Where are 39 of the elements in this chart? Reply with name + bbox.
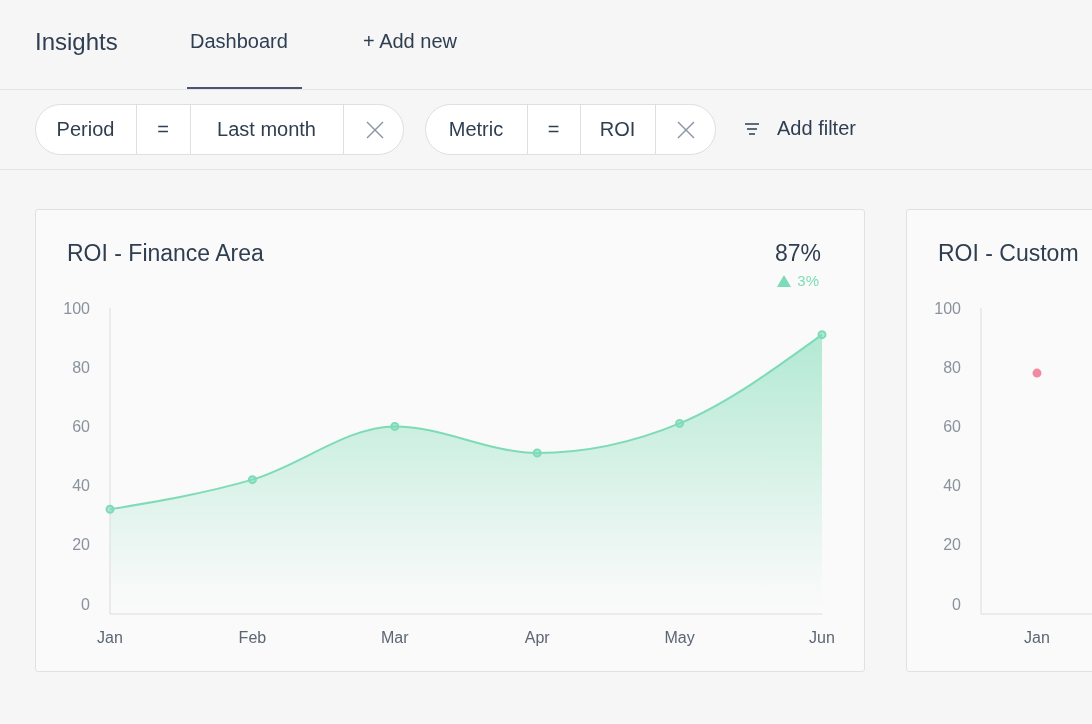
x-tick-label: Jan bbox=[97, 629, 123, 647]
point bbox=[675, 418, 685, 428]
point bbox=[247, 475, 257, 485]
text: Metric bbox=[447, 117, 505, 142]
text: Dashboard bbox=[190, 30, 288, 53]
text: Insights bbox=[35, 28, 118, 56]
point bbox=[390, 421, 400, 431]
point bbox=[817, 330, 827, 340]
y-tick-label: 20 bbox=[72, 536, 91, 554]
text: ROI bbox=[598, 117, 637, 142]
x-tick-label: Jun bbox=[809, 629, 835, 647]
text: Period bbox=[55, 117, 116, 142]
y-tick-label: 80 bbox=[72, 358, 91, 376]
x-tick-label: Apr bbox=[524, 629, 551, 647]
y-tick-label: 0 bbox=[81, 595, 91, 613]
text: + Add new bbox=[363, 30, 457, 53]
y-tick-label: 40 bbox=[72, 477, 91, 495]
x-tick-label: Jan bbox=[1024, 629, 1050, 647]
point bbox=[105, 504, 115, 514]
y-tick-label: 0 bbox=[952, 595, 962, 613]
text: 87% bbox=[774, 240, 821, 267]
text: Add filter bbox=[777, 117, 856, 140]
y-tick-label: 20 bbox=[943, 536, 962, 554]
x-tick-label: May bbox=[664, 629, 695, 647]
text: = bbox=[546, 117, 561, 142]
y-tick-label: 80 bbox=[943, 358, 962, 376]
y-tick-label: 60 bbox=[72, 418, 91, 436]
y-tick-label: 100 bbox=[934, 299, 962, 317]
text: Last month bbox=[216, 117, 317, 142]
text: = bbox=[156, 117, 170, 142]
chart-title: ROI - Custom bbox=[938, 240, 1079, 267]
y-tick-label: 60 bbox=[943, 418, 962, 436]
text: 3% bbox=[797, 272, 819, 289]
chart-title: ROI - Finance Area bbox=[67, 240, 264, 267]
y-tick-label: 40 bbox=[943, 477, 962, 495]
x-tick-label: Mar bbox=[381, 629, 410, 647]
y-tick-label: 100 bbox=[63, 299, 91, 317]
x-tick-label: Feb bbox=[238, 629, 267, 647]
point bbox=[532, 448, 542, 458]
